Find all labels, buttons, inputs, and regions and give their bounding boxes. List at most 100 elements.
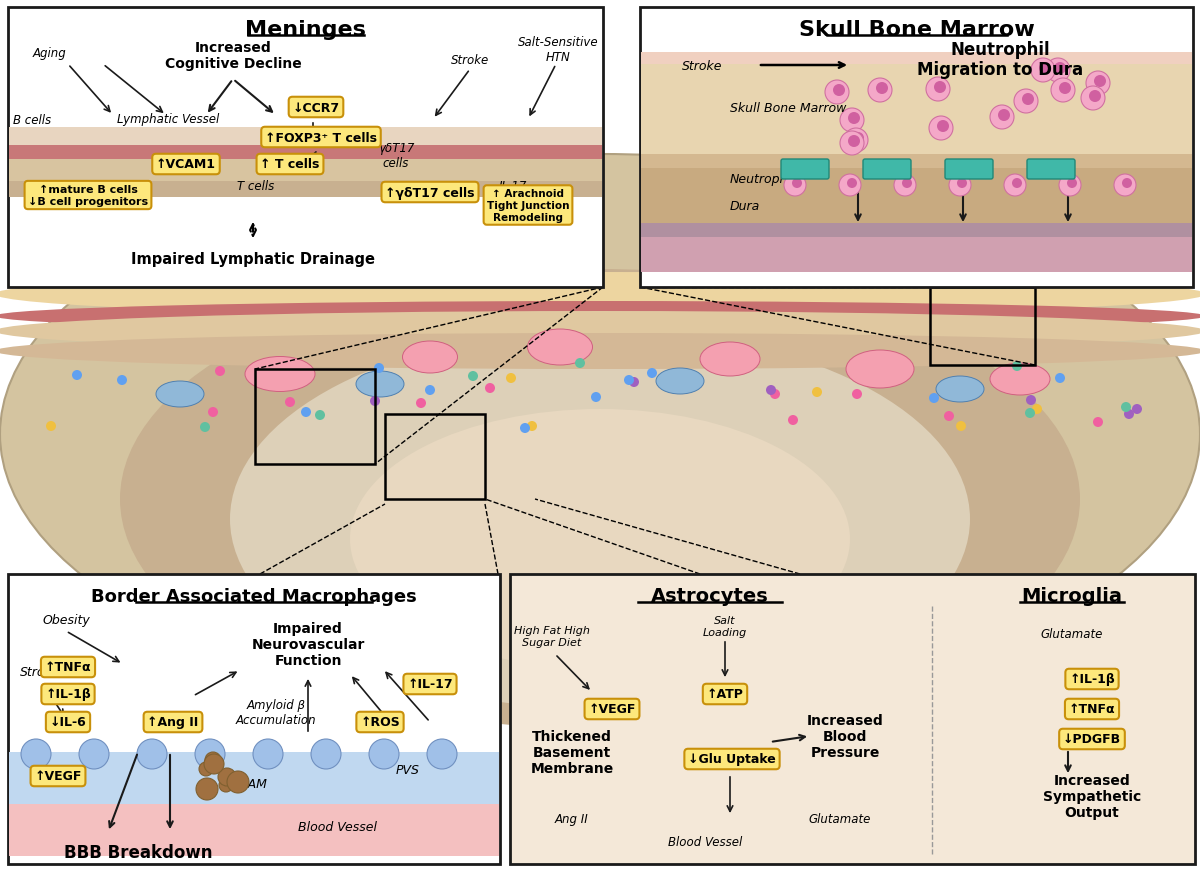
FancyBboxPatch shape (1027, 160, 1075, 180)
Circle shape (784, 175, 806, 196)
FancyBboxPatch shape (510, 574, 1195, 864)
Circle shape (208, 408, 218, 417)
Circle shape (1094, 76, 1106, 88)
Text: Dura: Dura (730, 199, 761, 212)
Text: ↑VEGF: ↑VEGF (35, 770, 82, 783)
Circle shape (427, 740, 457, 769)
Circle shape (839, 175, 862, 196)
Text: ↑IL-1β: ↑IL-1β (46, 687, 91, 700)
Ellipse shape (156, 381, 204, 408)
Circle shape (1054, 63, 1066, 75)
Text: Increased
Sympathetic
Output: Increased Sympathetic Output (1043, 773, 1141, 819)
Circle shape (227, 771, 250, 793)
Circle shape (844, 129, 868, 153)
Text: ↑mature B cells
↓B cell progenitors: ↑mature B cells ↓B cell progenitors (28, 185, 148, 207)
Circle shape (194, 740, 226, 769)
Circle shape (958, 179, 967, 189)
Ellipse shape (936, 376, 984, 402)
Text: BBB Breakdown: BBB Breakdown (64, 843, 212, 861)
Circle shape (1031, 59, 1055, 83)
Circle shape (22, 740, 50, 769)
Ellipse shape (0, 273, 1200, 316)
Ellipse shape (356, 372, 404, 397)
Circle shape (902, 179, 912, 189)
Circle shape (1060, 83, 1072, 95)
Circle shape (1121, 402, 1132, 413)
Circle shape (374, 363, 384, 374)
FancyBboxPatch shape (641, 238, 1192, 273)
Text: ↑γδT17 cells: ↑γδT17 cells (385, 186, 475, 199)
Text: Impaired
Neurovascular
Function: Impaired Neurovascular Function (251, 621, 365, 667)
FancyBboxPatch shape (641, 53, 1192, 65)
Circle shape (1012, 362, 1022, 372)
Circle shape (926, 78, 950, 102)
Circle shape (840, 132, 864, 156)
Circle shape (848, 136, 860, 148)
Text: ↑ROS: ↑ROS (360, 716, 400, 729)
Text: ↑ Arachnoid
Tight Junction
Remodeling: ↑ Arachnoid Tight Junction Remodeling (487, 189, 569, 222)
Circle shape (1039, 63, 1051, 75)
Circle shape (314, 410, 325, 421)
Circle shape (833, 85, 845, 96)
Text: ↑IL-1β: ↑IL-1β (1069, 673, 1115, 686)
Circle shape (770, 389, 780, 400)
Text: Aging: Aging (34, 48, 67, 61)
Circle shape (812, 388, 822, 397)
Text: ↑ T cells: ↑ T cells (260, 158, 319, 171)
Ellipse shape (350, 409, 850, 669)
Circle shape (218, 768, 236, 786)
Circle shape (1026, 395, 1036, 406)
Circle shape (1124, 409, 1134, 420)
Circle shape (929, 394, 940, 403)
Text: ↑VCAM1: ↑VCAM1 (156, 158, 216, 171)
Circle shape (876, 83, 888, 95)
Circle shape (1046, 59, 1070, 83)
FancyBboxPatch shape (946, 160, 994, 180)
FancyBboxPatch shape (781, 160, 829, 180)
Text: ↓CCR7: ↓CCR7 (293, 102, 340, 115)
Circle shape (766, 386, 776, 395)
Circle shape (1060, 175, 1081, 196)
Circle shape (286, 397, 295, 408)
Ellipse shape (656, 368, 704, 395)
FancyBboxPatch shape (10, 160, 602, 182)
Text: ↑Ang II: ↑Ang II (148, 716, 199, 729)
Circle shape (788, 415, 798, 426)
Circle shape (848, 113, 860, 125)
Circle shape (370, 740, 398, 769)
Circle shape (1090, 91, 1102, 103)
Circle shape (79, 740, 109, 769)
Circle shape (196, 778, 218, 800)
Circle shape (934, 82, 946, 94)
Text: Lymphatic Vessel: Lymphatic Vessel (116, 113, 220, 126)
Circle shape (1086, 72, 1110, 96)
Ellipse shape (120, 269, 1080, 729)
Circle shape (1114, 175, 1136, 196)
Circle shape (215, 367, 226, 376)
Text: ↑VEGF: ↑VEGF (588, 703, 636, 716)
Text: IL-17: IL-17 (499, 179, 527, 192)
Text: Blood Vessel: Blood Vessel (299, 820, 378, 833)
Ellipse shape (402, 342, 457, 374)
Circle shape (949, 175, 971, 196)
Text: ↑TNFα: ↑TNFα (1069, 703, 1115, 716)
FancyBboxPatch shape (8, 8, 604, 288)
Ellipse shape (528, 329, 593, 366)
Circle shape (944, 412, 954, 421)
Circle shape (1067, 179, 1078, 189)
Circle shape (220, 778, 233, 792)
Text: Amyloid β
Accumulation: Amyloid β Accumulation (235, 698, 317, 726)
Text: Stroke: Stroke (19, 666, 60, 679)
Text: Increased
Blood
Pressure: Increased Blood Pressure (806, 713, 883, 760)
Text: Stroke: Stroke (451, 53, 490, 66)
Ellipse shape (0, 155, 1200, 714)
Text: Glutamate: Glutamate (809, 813, 871, 826)
FancyBboxPatch shape (10, 128, 602, 146)
Circle shape (1055, 374, 1066, 383)
Circle shape (629, 377, 640, 388)
Text: ↑ATP: ↑ATP (707, 687, 744, 700)
Ellipse shape (700, 342, 760, 376)
Circle shape (72, 370, 82, 381)
Circle shape (1051, 79, 1075, 103)
Circle shape (485, 383, 496, 394)
